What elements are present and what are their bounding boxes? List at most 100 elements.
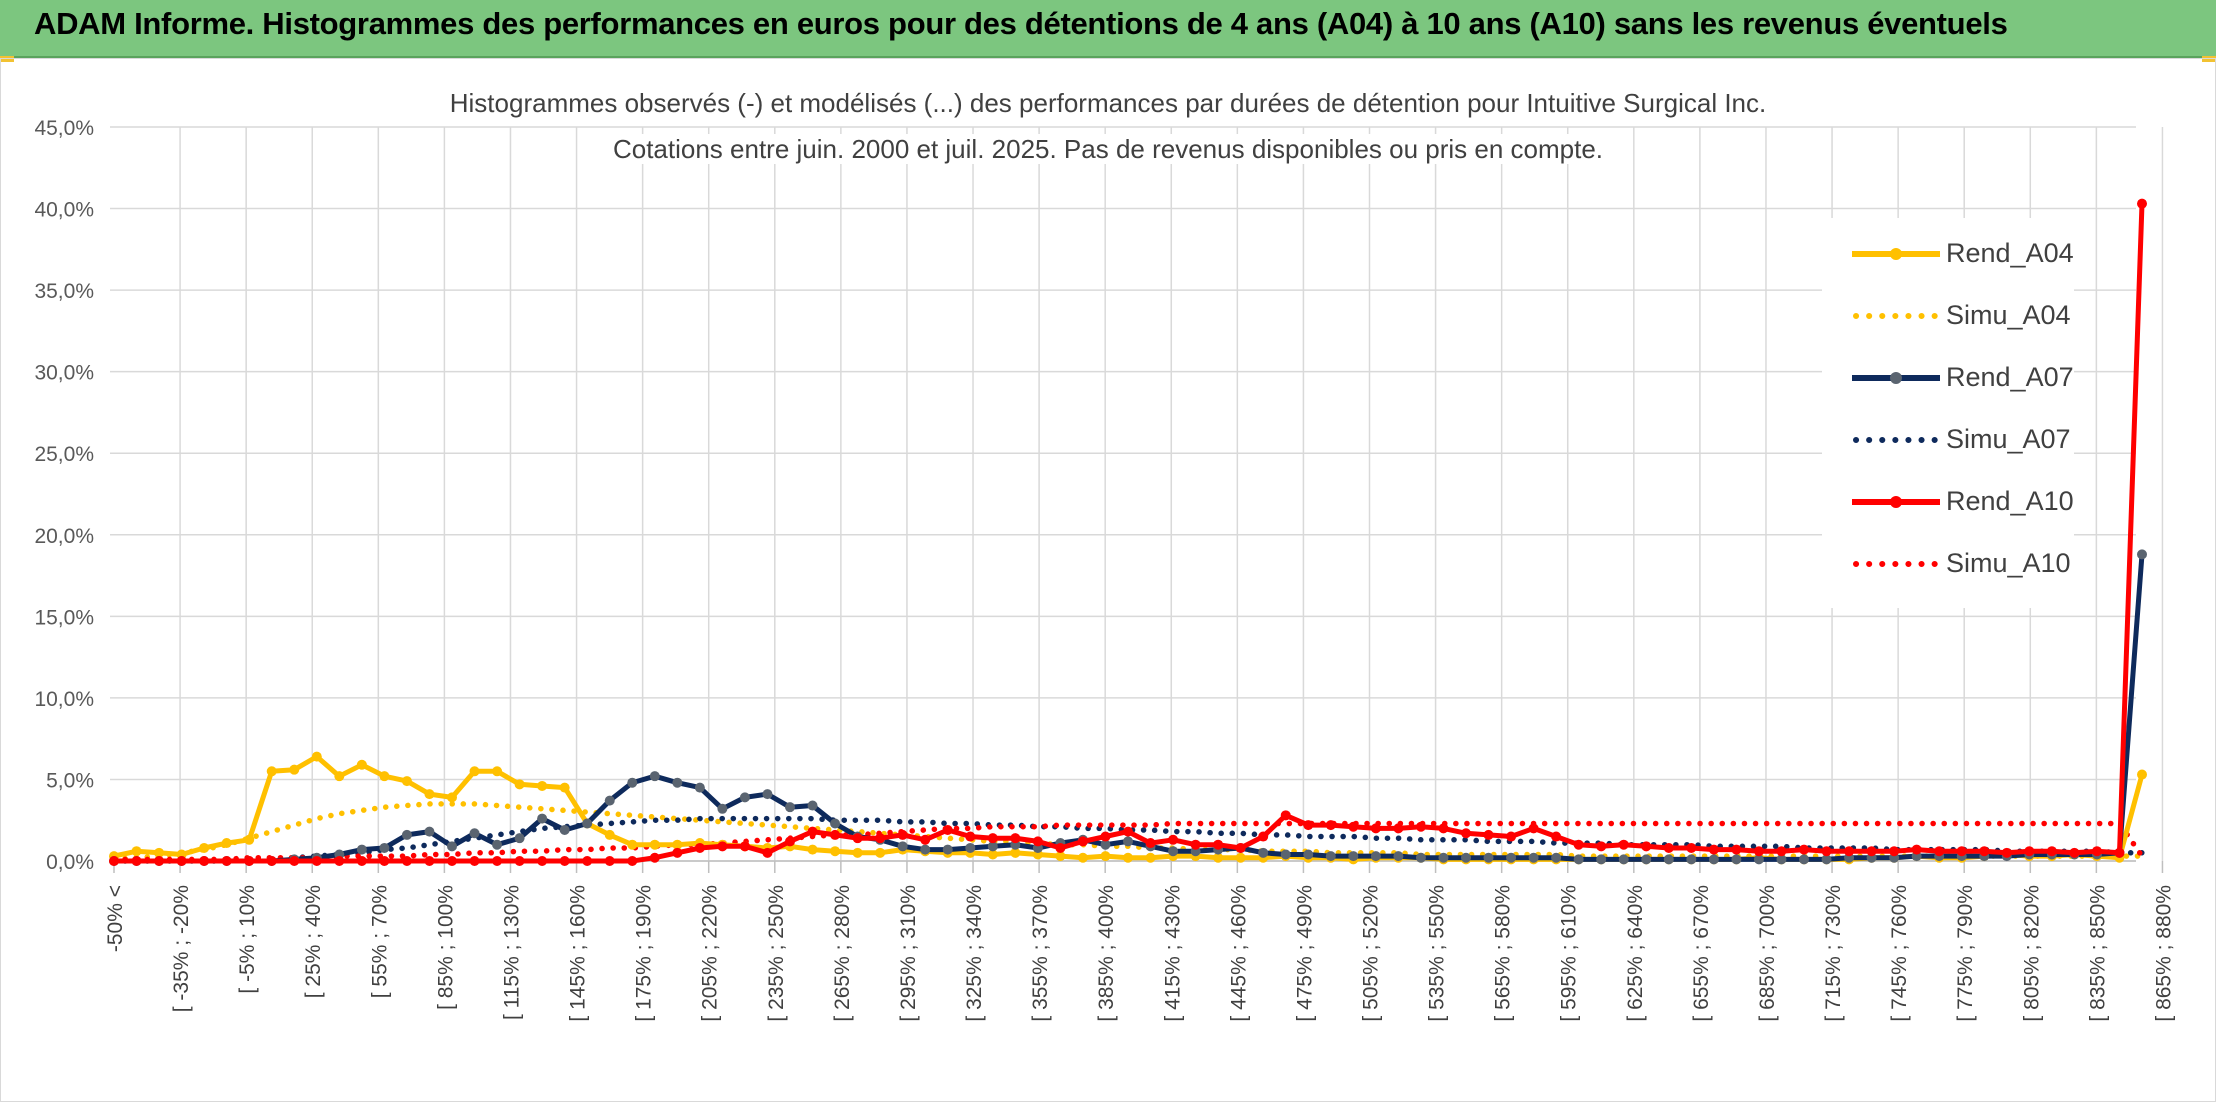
data-point-rend-a07 xyxy=(492,839,503,850)
data-point-rend-a10 xyxy=(2091,846,2102,857)
legend-label: Rend_A04 xyxy=(1946,238,2074,268)
data-point-rend-a10 xyxy=(1731,844,1742,855)
data-point-rend-a10 xyxy=(627,856,638,866)
data-point-rend-a07 xyxy=(1663,854,1674,865)
data-point-rend-a10 xyxy=(1889,846,1900,857)
data-point-rend-a07 xyxy=(1168,846,1179,857)
data-point-rend-a07 xyxy=(1686,854,1697,865)
data-point-rend-a10 xyxy=(1506,831,1517,842)
data-point-rend-a10 xyxy=(1077,836,1088,847)
title-banner: ADAM Informe. Histogrammes des performan… xyxy=(0,0,2216,58)
data-point-rend-a10 xyxy=(2114,847,2125,858)
x-tick-label: [ 715% ; 730% xyxy=(1822,885,1845,1022)
data-point-rend-a10 xyxy=(199,856,210,866)
x-tick-label: -50% < xyxy=(104,885,127,952)
data-point-rend-a10 xyxy=(1753,846,1764,857)
data-point-rend-a07 xyxy=(965,842,976,853)
data-point-rend-a10 xyxy=(1190,839,1201,850)
x-tick-label: [ 445% ; 460% xyxy=(1227,885,1250,1022)
data-point-rend-a04 xyxy=(289,764,300,775)
data-point-rend-a10 xyxy=(1325,820,1336,831)
data-point-rend-a07 xyxy=(1303,849,1314,860)
chart-series xyxy=(109,198,2147,866)
data-point-rend-a07 xyxy=(1348,851,1359,862)
x-axis: -50% < [ -35% ; -20% [ -5% ; 10% [ 25% ; 40… xyxy=(104,860,2175,1022)
data-point-rend-a04 xyxy=(154,847,165,858)
data-point-rend-a04 xyxy=(1077,852,1088,863)
data-point-rend-a10 xyxy=(2069,847,2080,858)
data-point-rend-a07 xyxy=(447,841,457,852)
data-point-rend-a07 xyxy=(1596,854,1607,865)
x-tick-label: [ 415% ; 430% xyxy=(1161,885,1184,1022)
data-point-rend-a10 xyxy=(176,856,187,866)
legend-item-simu-a07: Simu_A07 xyxy=(1850,420,2080,460)
data-point-rend-a10 xyxy=(2001,847,2012,858)
data-point-rend-a10 xyxy=(1055,842,1066,853)
data-point-rend-a10 xyxy=(875,833,886,844)
data-point-rend-a04 xyxy=(1235,852,1246,863)
data-point-rend-a10 xyxy=(289,856,300,866)
data-point-rend-a10 xyxy=(582,856,593,866)
data-point-rend-a07 xyxy=(1506,852,1517,863)
data-point-rend-a07 xyxy=(830,818,841,829)
data-point-rend-a04 xyxy=(514,779,525,790)
data-point-rend-a04 xyxy=(244,834,255,845)
data-point-rend-a04 xyxy=(424,789,435,800)
data-point-rend-a07 xyxy=(559,825,570,836)
x-tick-label: [ 775% ; 790% xyxy=(1954,885,1977,1022)
data-point-rend-a10 xyxy=(1483,829,1494,840)
x-tick-label: [ 265% ; 280% xyxy=(831,885,854,1022)
data-point-rend-a10 xyxy=(1258,831,1269,842)
data-point-rend-a10 xyxy=(514,856,525,866)
data-point-rend-a10 xyxy=(897,829,908,840)
data-point-rend-a07 xyxy=(1415,852,1426,863)
data-point-rend-a10 xyxy=(221,856,232,866)
data-point-rend-a10 xyxy=(807,826,818,837)
data-point-rend-a10 xyxy=(1303,820,1314,831)
x-tick-label: [ 565% ; 580% xyxy=(1492,885,1515,1022)
data-point-rend-a04 xyxy=(604,829,615,840)
x-tick-label: [ 745% ; 760% xyxy=(1888,885,1911,1022)
data-point-rend-a10 xyxy=(424,856,435,866)
x-tick-label: [ 385% ; 400% xyxy=(1095,885,1118,1022)
data-point-rend-a07 xyxy=(401,829,412,840)
data-point-rend-a10 xyxy=(1573,839,1584,850)
banner-corner-left xyxy=(0,56,14,62)
data-point-rend-a10 xyxy=(920,834,931,845)
data-point-rend-a07 xyxy=(1483,852,1494,863)
data-point-rend-a10 xyxy=(852,833,863,844)
data-point-rend-a10 xyxy=(447,856,457,866)
data-point-rend-a10 xyxy=(694,842,705,853)
data-point-rend-a07 xyxy=(1393,851,1404,862)
data-point-rend-a04 xyxy=(1100,851,1111,862)
data-point-rend-a07 xyxy=(942,844,953,855)
data-point-rend-a10 xyxy=(717,841,728,852)
data-point-rend-a07 xyxy=(1551,852,1562,863)
data-point-rend-a10 xyxy=(1348,821,1359,832)
data-point-rend-a07 xyxy=(1438,852,1449,863)
y-tick-label: 15,0% xyxy=(34,606,94,629)
x-tick-label: [ 865% ; 880% xyxy=(2152,885,2175,1022)
data-point-rend-a07 xyxy=(672,777,683,788)
data-point-rend-a10 xyxy=(244,856,255,866)
legend-label: Simu_A10 xyxy=(1946,548,2071,578)
y-tick-label: 25,0% xyxy=(34,443,94,466)
data-point-rend-a07 xyxy=(2137,549,2147,560)
data-point-rend-a04 xyxy=(672,839,683,850)
data-point-rend-a07 xyxy=(1123,836,1133,847)
x-tick-label: [ 355% ; 370% xyxy=(1029,885,1052,1022)
data-point-rend-a07 xyxy=(514,833,525,844)
data-point-rend-a10 xyxy=(1844,846,1855,857)
x-tick-label: [ 475% ; 490% xyxy=(1293,885,1316,1022)
legend-swatch-simu-a10 xyxy=(1853,561,1942,567)
data-point-rend-a10 xyxy=(1370,823,1381,834)
data-point-rend-a07 xyxy=(1370,851,1381,862)
data-point-rend-a10 xyxy=(762,847,773,858)
chart-grid xyxy=(110,126,2164,862)
data-point-rend-a07 xyxy=(1708,854,1719,865)
data-point-rend-a10 xyxy=(1596,841,1607,852)
x-tick-label: [ 655% ; 670% xyxy=(1690,885,1713,1022)
data-point-rend-a04 xyxy=(469,766,480,777)
data-point-rend-a07 xyxy=(920,844,931,855)
x-tick-label: [ 595% ; 610% xyxy=(1558,885,1581,1022)
